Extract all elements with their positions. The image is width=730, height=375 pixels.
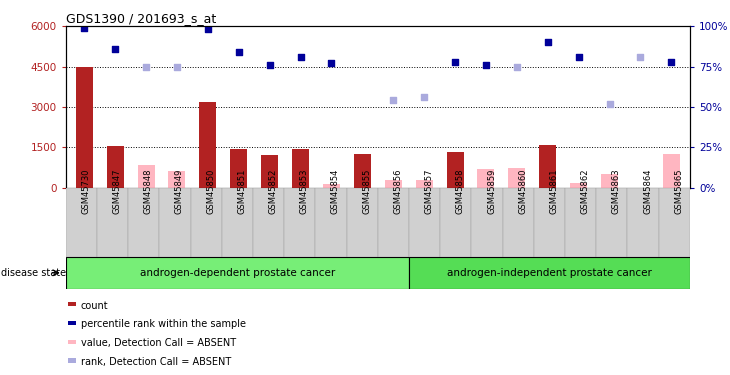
Point	[110, 46, 121, 52]
Bar	[68, 358, 76, 363]
Text: GSM45853: GSM45853	[300, 168, 309, 214]
Text: androgen-dependent prostate cancer: androgen-dependent prostate cancer	[139, 268, 335, 278]
Bar	[472, 188, 502, 257]
Bar	[66, 188, 97, 257]
Bar	[534, 188, 565, 257]
Text: GSM45857: GSM45857	[425, 168, 434, 214]
Bar	[97, 188, 128, 257]
Point	[604, 100, 615, 106]
Text: GSM45730: GSM45730	[81, 168, 91, 214]
Point	[573, 54, 585, 60]
Text: GSM45862: GSM45862	[580, 168, 590, 214]
Point	[233, 49, 245, 55]
Bar	[440, 188, 472, 257]
Bar	[230, 148, 247, 188]
Text: GSM45865: GSM45865	[675, 168, 683, 214]
Bar	[663, 154, 680, 188]
Bar	[191, 188, 222, 257]
Bar	[508, 168, 526, 188]
Bar	[658, 188, 690, 257]
Bar	[415, 180, 433, 188]
Text: GSM45863: GSM45863	[612, 168, 620, 214]
Bar	[68, 321, 76, 325]
Point	[326, 60, 337, 66]
Text: GSM45861: GSM45861	[550, 168, 558, 214]
Point	[140, 63, 152, 70]
Bar	[565, 188, 596, 257]
Bar	[169, 171, 185, 188]
Point	[171, 63, 182, 70]
Bar	[447, 152, 464, 188]
Text: GDS1390 / 201693_s_at: GDS1390 / 201693_s_at	[66, 12, 216, 25]
Bar	[596, 188, 627, 257]
Text: count: count	[81, 301, 109, 310]
Bar	[601, 174, 618, 188]
Text: rank, Detection Call = ABSENT: rank, Detection Call = ABSENT	[81, 357, 231, 367]
Point	[542, 39, 553, 45]
Bar	[199, 102, 216, 188]
Text: percentile rank within the sample: percentile rank within the sample	[81, 320, 246, 329]
Bar	[66, 257, 409, 289]
Point	[480, 62, 492, 68]
Text: GSM45854: GSM45854	[331, 168, 340, 214]
Text: value, Detection Call = ABSENT: value, Detection Call = ABSENT	[81, 338, 236, 348]
Text: GSM45856: GSM45856	[393, 168, 402, 214]
Bar	[377, 188, 409, 257]
Text: GSM45858: GSM45858	[456, 168, 465, 214]
Point	[295, 54, 307, 60]
Bar	[323, 184, 340, 188]
Bar	[409, 257, 690, 289]
Bar	[477, 169, 494, 188]
Point	[388, 98, 399, 104]
Text: GSM45852: GSM45852	[269, 168, 277, 214]
Bar	[128, 188, 159, 257]
Bar	[385, 180, 402, 188]
Point	[449, 59, 461, 65]
Bar	[222, 188, 253, 257]
Bar	[284, 188, 315, 257]
Bar	[68, 340, 76, 344]
Text: GSM45848: GSM45848	[144, 168, 153, 214]
Point	[264, 62, 275, 68]
Text: GSM45851: GSM45851	[237, 168, 246, 214]
Bar	[292, 149, 309, 188]
Point	[418, 94, 430, 100]
Text: androgen-independent prostate cancer: androgen-independent prostate cancer	[447, 268, 652, 278]
Point	[666, 59, 677, 65]
Text: GSM45864: GSM45864	[643, 168, 652, 214]
Bar	[76, 67, 93, 188]
Text: disease state: disease state	[1, 268, 66, 278]
Bar	[137, 165, 155, 188]
Bar	[570, 183, 587, 188]
Text: GSM45847: GSM45847	[112, 168, 121, 214]
Text: GSM45859: GSM45859	[487, 168, 496, 214]
Text: GSM45860: GSM45860	[518, 168, 527, 214]
Point	[78, 25, 90, 31]
Point	[202, 27, 214, 33]
Bar	[315, 188, 347, 257]
Text: GSM45850: GSM45850	[206, 168, 215, 214]
Bar	[159, 188, 191, 257]
Bar	[539, 144, 556, 188]
Bar	[68, 302, 76, 306]
Bar	[627, 188, 658, 257]
Text: GSM45855: GSM45855	[362, 168, 371, 214]
Bar	[261, 155, 278, 188]
Bar	[347, 188, 377, 257]
Point	[511, 63, 523, 70]
Point	[634, 54, 646, 60]
Bar	[409, 188, 440, 257]
Bar	[107, 146, 123, 188]
Bar	[502, 188, 534, 257]
Text: GSM45849: GSM45849	[175, 168, 184, 214]
Bar	[253, 188, 284, 257]
Bar	[354, 154, 371, 188]
